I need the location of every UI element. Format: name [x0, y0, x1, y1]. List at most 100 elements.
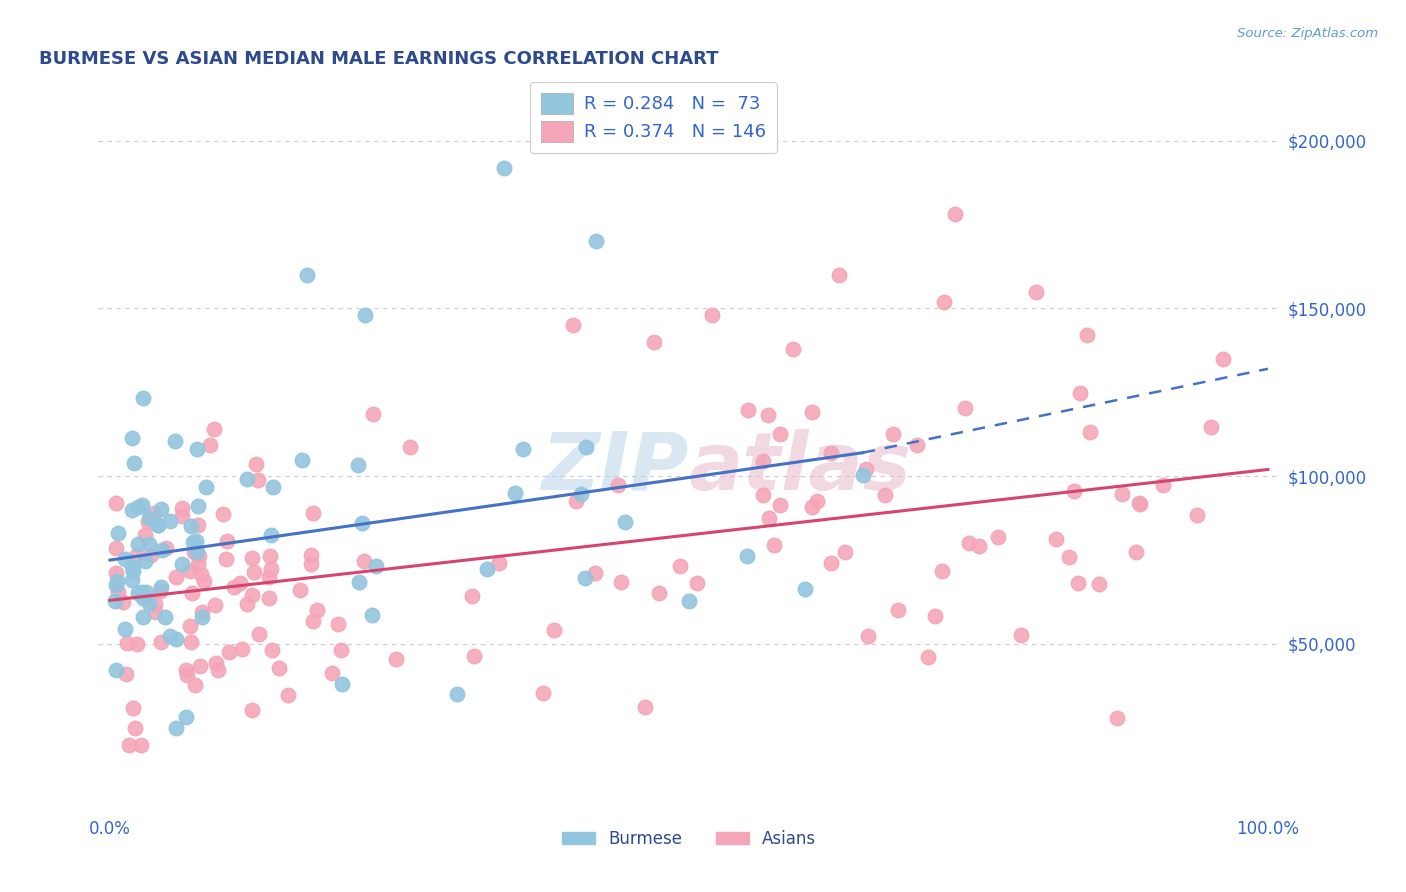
Point — [107, 574, 129, 588]
Point — [762, 538, 785, 552]
Point — [463, 649, 485, 664]
Point — [1125, 545, 1147, 559]
Point — [134, 527, 156, 541]
Point — [174, 710, 197, 724]
Point — [180, 635, 202, 649]
Point — [195, 480, 218, 494]
Point — [328, 617, 350, 632]
Point — [131, 738, 153, 752]
Point — [1067, 575, 1090, 590]
Point — [149, 635, 172, 649]
Point — [243, 565, 266, 579]
Point — [932, 294, 955, 309]
Point — [347, 574, 370, 589]
Point — [1025, 285, 1047, 299]
Point — [104, 496, 127, 510]
Point — [291, 453, 314, 467]
Point — [127, 637, 149, 651]
Point — [115, 636, 138, 650]
Point — [562, 318, 585, 333]
Point — [132, 391, 155, 405]
Point — [446, 687, 468, 701]
Point — [953, 401, 976, 416]
Point — [218, 645, 240, 659]
Point — [176, 668, 198, 682]
Point — [299, 557, 322, 571]
Point — [193, 574, 215, 589]
Point — [132, 610, 155, 624]
Point — [224, 581, 246, 595]
Point — [1078, 425, 1101, 440]
Point — [1107, 711, 1129, 725]
Point — [107, 585, 129, 599]
Point — [943, 207, 966, 221]
Point — [215, 552, 238, 566]
Point — [112, 595, 135, 609]
Point — [207, 663, 229, 677]
Point — [104, 663, 127, 677]
Point — [187, 500, 209, 514]
Point — [242, 702, 264, 716]
Point — [1129, 497, 1152, 511]
Point — [769, 498, 792, 512]
Point — [127, 586, 149, 600]
Point — [181, 535, 204, 549]
Point — [204, 598, 226, 612]
Point — [492, 161, 515, 175]
Point — [172, 500, 194, 515]
Point — [575, 440, 598, 454]
Point — [187, 549, 209, 563]
Point — [124, 721, 146, 735]
Point — [186, 442, 208, 457]
Point — [131, 585, 153, 599]
Point — [882, 427, 904, 442]
Point — [678, 594, 700, 608]
Point — [184, 678, 207, 692]
Point — [117, 738, 139, 752]
Point — [121, 431, 143, 445]
Point — [122, 456, 145, 470]
Point — [564, 494, 586, 508]
Point — [569, 486, 592, 500]
Point — [820, 445, 842, 459]
Point — [138, 596, 160, 610]
Point — [242, 551, 264, 566]
Point — [1111, 486, 1133, 500]
Point — [700, 308, 723, 322]
Point — [855, 461, 877, 475]
Point — [583, 566, 606, 580]
Point — [231, 642, 253, 657]
Point — [352, 516, 374, 530]
Point — [875, 488, 897, 502]
Point — [132, 591, 155, 606]
Point — [735, 549, 758, 563]
Point — [330, 643, 353, 657]
Point — [585, 235, 607, 249]
Point — [188, 658, 211, 673]
Point — [170, 509, 193, 524]
Point — [752, 488, 775, 502]
Point — [211, 508, 233, 522]
Point — [121, 574, 143, 588]
Point — [399, 441, 422, 455]
Point — [150, 543, 173, 558]
Point — [1212, 351, 1234, 366]
Point — [305, 602, 328, 616]
Point — [202, 422, 225, 436]
Point — [181, 585, 204, 599]
Point — [512, 442, 534, 457]
Point — [606, 478, 628, 492]
Point — [146, 517, 169, 532]
Point — [634, 700, 657, 714]
Point — [204, 656, 226, 670]
Point — [1057, 549, 1080, 564]
Point — [361, 407, 384, 421]
Point — [574, 571, 596, 585]
Point — [172, 557, 194, 571]
Point — [290, 582, 312, 597]
Point — [259, 570, 281, 584]
Point — [475, 561, 498, 575]
Point — [643, 334, 665, 349]
Point — [114, 622, 136, 636]
Point — [247, 626, 270, 640]
